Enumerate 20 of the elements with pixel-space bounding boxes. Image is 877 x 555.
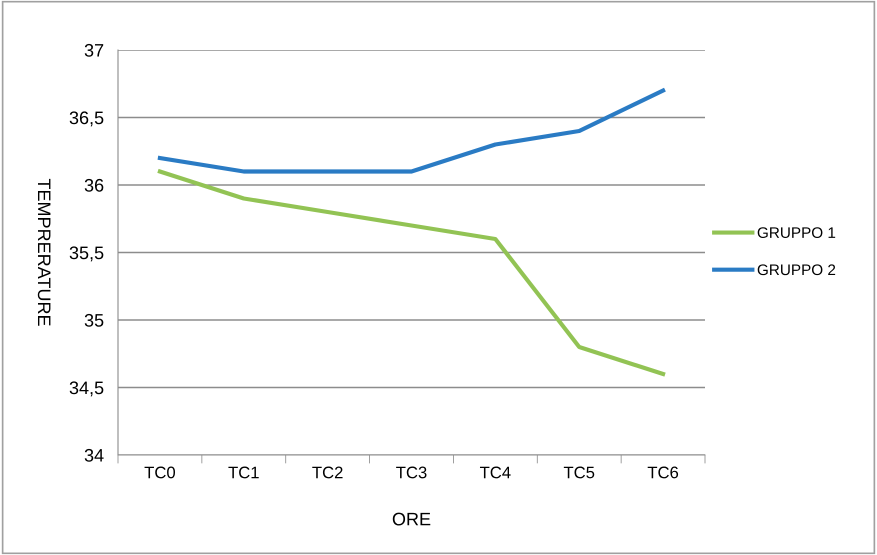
x-tick-label: TC0 [144,466,176,478]
y-tick-label: 36,5 [70,111,104,126]
y-tick-label: 35 [84,314,104,327]
x-tick-label: TC6 [648,466,678,478]
y-tick-label: 34,5 [70,381,104,396]
y-tick-label: 35,5 [70,246,104,262]
x-axis-title: ORE [392,512,430,526]
y-tick-label: 36 [84,178,104,192]
line-series [158,169,666,376]
x-tick-label: TC3 [396,466,427,478]
x-tick-label: TC4 [480,466,511,478]
x-tick-label: TC5 [564,466,594,478]
x-tick-label: TC1 [228,466,259,478]
line-series [158,88,666,174]
y-tick-label: 34 [84,448,104,462]
legend-label: GRUPPO 1 [758,227,836,238]
y-tick-label: 37 [84,44,104,57]
y-axis-title: TEMPRERATURE [38,178,50,326]
legend-label: GRUPPO 2 [758,264,836,276]
x-tick-label: TC2 [312,466,343,478]
